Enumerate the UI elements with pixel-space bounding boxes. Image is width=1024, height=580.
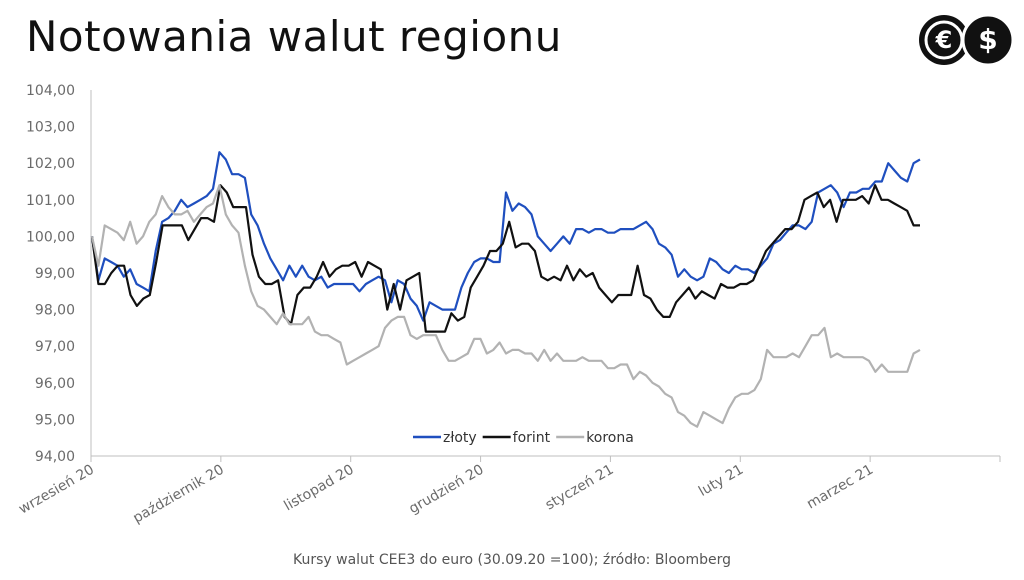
series-line-forint: [90, 184, 920, 333]
svg-text:€: €: [935, 26, 953, 54]
y-tick-label: 98,00: [35, 303, 75, 319]
legend-label: korona: [586, 430, 634, 446]
svg-text:$: $: [978, 23, 997, 56]
chart-footnote: Kursy walut CEE3 do euro (30.09.20 =100)…: [292, 552, 731, 568]
series-layer: [90, 151, 921, 428]
logo: € $: [919, 13, 1015, 67]
y-tick-label: 97,00: [35, 339, 75, 355]
y-tick-label: 101,00: [26, 193, 75, 209]
y-tick-label: 102,00: [26, 156, 75, 172]
line-chart: 94,00 95,00 96,00 97,00 98,00 99,00 100,00 101,…: [16, 83, 1001, 527]
x-tick-label: październik 20: [130, 462, 227, 527]
page-title: Notowania walut regionu: [26, 12, 562, 61]
y-tick-label: 96,00: [35, 376, 75, 392]
series-line-złoty: [90, 151, 921, 322]
x-tick-label: styczeń 21: [543, 462, 617, 514]
legend-label: forint: [513, 430, 551, 446]
y-tick-label: 94,00: [35, 449, 75, 465]
x-tick-label: grudzień 20: [406, 462, 486, 518]
y-tick-label: 99,00: [35, 266, 75, 282]
series-line-korona: [90, 184, 921, 428]
dollar-icon: $: [961, 13, 1015, 67]
y-axis: 94,00 95,00 96,00 97,00 98,00 99,00 100,00 101,…: [26, 83, 92, 465]
y-tick-label: 100,00: [26, 229, 75, 245]
x-tick-label: marzec 21: [804, 462, 876, 513]
y-tick-label: 95,00: [35, 412, 75, 428]
x-axis: wrzesień 20 październik 20 listopad 20 grud…: [16, 455, 1001, 527]
y-tick-label: 103,00: [26, 120, 75, 136]
legend-label: złoty: [443, 430, 477, 446]
y-tick-label: 104,00: [26, 83, 75, 99]
legend: złoty forint korona: [413, 430, 634, 446]
x-tick-label: wrzesień 20: [16, 462, 97, 518]
x-tick-label: listopad 20: [281, 462, 356, 515]
x-tick-label: luty 21: [696, 462, 746, 500]
